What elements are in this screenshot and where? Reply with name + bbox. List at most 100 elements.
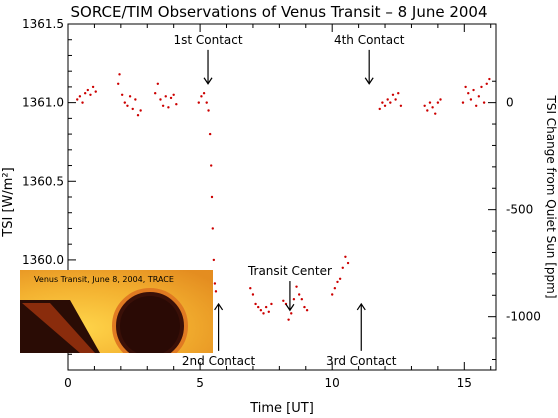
data-point: [381, 101, 384, 104]
data-point: [136, 114, 140, 117]
data-point: [139, 109, 142, 112]
data-point: [175, 103, 178, 106]
data-point: [378, 107, 381, 111]
data-point: [81, 101, 84, 104]
data-point: [134, 98, 137, 101]
data-point: [94, 90, 97, 93]
y2-axis-label: TSI Change from Quiet Sun [ppm]: [544, 94, 558, 298]
x-tick-label: 5: [196, 376, 204, 390]
data-point: [431, 106, 434, 109]
data-point: [212, 258, 216, 262]
data-point: [207, 109, 210, 112]
data-point: [264, 305, 268, 309]
annotation-label: 1st Contact: [173, 33, 242, 47]
data-point: [344, 255, 347, 258]
y2-tick-label: -1000: [506, 310, 541, 324]
data-point: [211, 227, 214, 230]
data-point: [383, 104, 387, 107]
data-point: [76, 98, 79, 101]
annotation-arrowhead: [214, 302, 224, 311]
annotation-arrowhead: [285, 303, 295, 312]
data-point: [172, 93, 175, 96]
data-point: [423, 104, 426, 107]
data-point: [197, 101, 200, 104]
annotations: 1st Contact 4th Contact Transit Center 2nd …: [173, 33, 404, 368]
data-point: [341, 266, 344, 269]
data-point: [282, 299, 285, 302]
data-points: [76, 73, 491, 321]
data-point: [262, 312, 265, 315]
data-point: [434, 112, 437, 115]
data-point: [477, 95, 481, 98]
annotation-arrowhead: [364, 77, 374, 85]
data-point: [464, 85, 467, 89]
data-point: [164, 95, 167, 98]
annotation-arrowhead: [203, 77, 213, 85]
data-point: [257, 305, 260, 309]
data-point: [330, 293, 334, 296]
annotation-label: 2nd Contact: [182, 354, 256, 368]
data-point: [303, 305, 306, 309]
data-point: [485, 82, 488, 85]
y-tick-label: 1360.5: [22, 174, 64, 188]
data-point: [386, 98, 389, 101]
data-point: [116, 82, 120, 85]
data-point: [267, 310, 270, 314]
data-point: [469, 98, 473, 101]
data-point: [156, 82, 160, 85]
data-point: [205, 101, 208, 104]
data-point: [346, 261, 350, 265]
data-point: [436, 101, 440, 104]
data-point: [167, 106, 170, 109]
data-point: [287, 318, 290, 321]
data-point: [488, 77, 491, 81]
data-point: [472, 88, 475, 92]
data-point: [290, 312, 293, 315]
data-point: [118, 73, 121, 76]
data-point: [254, 302, 257, 306]
data-point: [169, 96, 173, 100]
data-point: [213, 282, 217, 285]
data-point: [259, 309, 263, 312]
data-point: [249, 287, 252, 290]
y-tick-label: 1360.0: [22, 253, 64, 267]
data-point: [397, 92, 400, 95]
data-point: [128, 95, 132, 98]
data-point: [305, 309, 309, 312]
data-point: [461, 101, 465, 104]
y2-tick-label: -500: [506, 203, 533, 217]
data-point: [394, 98, 397, 101]
data-point: [200, 95, 203, 98]
data-point: [270, 302, 273, 306]
data-point: [161, 104, 165, 107]
chart-title: SORCE/TIM Observations of Venus Transit …: [70, 3, 487, 21]
inset-caption: Venus Transit, June 8, 2004, TRACE: [34, 275, 174, 284]
y-tick-label: 1361.5: [22, 17, 64, 31]
data-point: [78, 95, 82, 98]
data-point: [399, 104, 403, 107]
annotation-label: 3rd Contact: [326, 354, 397, 368]
data-point: [209, 164, 213, 167]
data-point: [214, 290, 218, 293]
data-point: [439, 98, 442, 101]
data-point: [426, 109, 429, 112]
data-point: [210, 195, 214, 199]
data-point: [292, 298, 296, 301]
data-point: [89, 93, 92, 96]
data-point: [208, 132, 212, 136]
data-point: [86, 88, 90, 92]
x-axis-label: Time [UT]: [249, 401, 314, 416]
inset-image: Venus Transit, June 8, 2004, TRACE: [20, 270, 213, 353]
data-point: [202, 92, 206, 95]
data-point: [467, 92, 470, 95]
x-tick-label: 15: [457, 376, 472, 390]
data-point: [83, 92, 87, 95]
data-point: [297, 293, 301, 296]
annotation-arrowhead: [356, 302, 366, 311]
y-axis-label: TSI [W/m²]: [1, 167, 16, 237]
data-point: [153, 92, 157, 95]
data-point: [120, 93, 124, 96]
data-point: [338, 277, 342, 280]
x-tick-label: 0: [64, 376, 72, 390]
data-point: [482, 101, 486, 104]
